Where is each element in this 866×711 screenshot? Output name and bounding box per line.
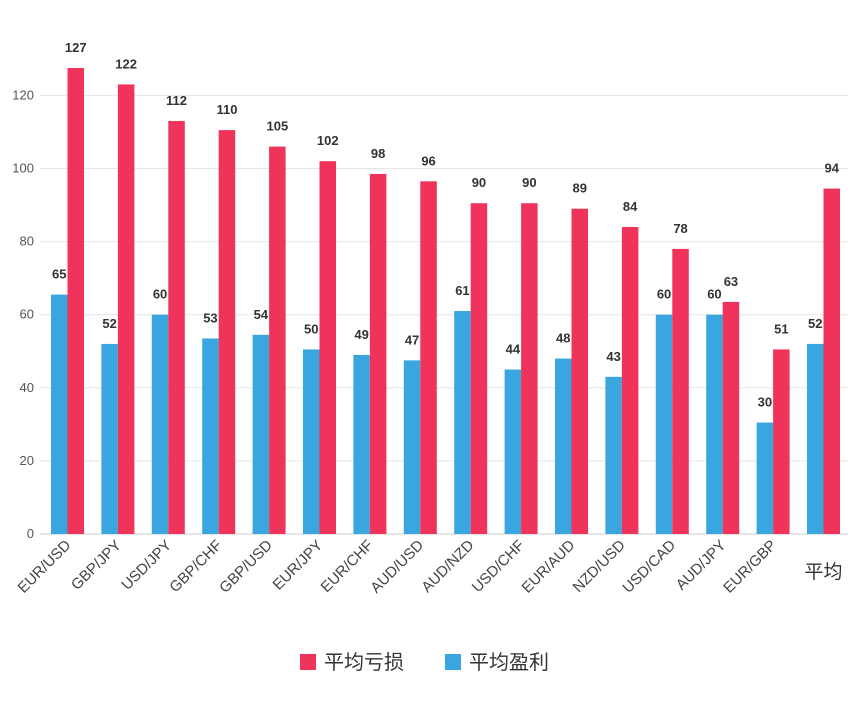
y-tick-label: 100 (12, 161, 34, 176)
data-label-win: 44 (506, 342, 521, 357)
bar-win[interactable] (303, 349, 320, 534)
data-labels: 65 127 52 122 60 112 53 110 54 105 50 102 49 98 47 96 61… (52, 40, 840, 410)
data-label-win: 61 (455, 283, 469, 298)
bar-loss[interactable] (269, 146, 286, 534)
legend[interactable]: 平均亏损 平均盈利 (300, 650, 549, 674)
x-category-label: USD/CAD (619, 537, 679, 597)
data-label-loss: 112 (166, 93, 187, 108)
data-label-loss: 122 (115, 56, 137, 71)
data-label-loss: 90 (472, 175, 486, 190)
data-label-win: 54 (254, 307, 269, 322)
bar-loss[interactable] (168, 120, 185, 535)
data-label-loss: 102 (317, 133, 339, 148)
data-label-win: 52 (102, 316, 116, 331)
bar-loss[interactable] (521, 203, 538, 534)
bar-win[interactable] (807, 343, 824, 534)
data-label-loss: 63 (724, 274, 738, 289)
legend-label[interactable]: 平均亏损 (324, 650, 404, 674)
data-label-loss: 105 (266, 119, 288, 134)
bar-win[interactable] (51, 294, 68, 534)
data-label-win: 60 (153, 287, 167, 302)
y-axis-ticks: 0 20 40 60 80 100 120 (12, 87, 34, 541)
bar-loss[interactable] (773, 349, 790, 534)
data-label-loss: 84 (623, 199, 638, 214)
bar-loss[interactable] (823, 188, 841, 535)
legend-label[interactable]: 平均盈利 (469, 650, 549, 674)
data-label-loss: 96 (421, 153, 435, 168)
bar-loss[interactable] (67, 67, 85, 535)
data-label-win: 47 (405, 332, 419, 347)
data-label-loss: 51 (774, 321, 788, 336)
y-tick-label: 60 (20, 307, 34, 322)
x-category-label: AUD/NZD (418, 537, 477, 596)
data-label-win: 48 (556, 331, 570, 346)
data-label-loss: 127 (65, 40, 87, 55)
data-label-win: 65 (52, 267, 66, 282)
bar-loss[interactable] (621, 226, 639, 535)
data-label-win: 60 (657, 287, 671, 302)
bar-win[interactable] (454, 311, 471, 534)
data-label-win: 53 (203, 310, 217, 325)
data-label-win: 52 (808, 316, 822, 331)
x-category-label: GBP/USD (216, 537, 276, 597)
bar-win[interactable] (202, 338, 219, 534)
bar-win[interactable] (403, 360, 421, 534)
y-tick-label: 20 (20, 453, 34, 468)
bar-win[interactable] (605, 376, 622, 534)
legend-swatch[interactable] (300, 654, 316, 670)
bar-series (51, 67, 841, 535)
bar-loss[interactable] (369, 173, 387, 535)
bar-win[interactable] (706, 314, 723, 534)
x-category-label: NZD/USD (570, 537, 629, 596)
bar-win[interactable] (655, 314, 673, 534)
legend-swatch[interactable] (445, 654, 461, 670)
bar-loss[interactable] (420, 181, 437, 535)
bar-win[interactable] (151, 314, 169, 534)
y-tick-label: 40 (20, 380, 34, 395)
bar-loss[interactable] (722, 301, 740, 534)
bar-win[interactable] (756, 422, 774, 534)
data-label-loss: 89 (573, 181, 587, 196)
bar-loss[interactable] (319, 161, 337, 534)
y-tick-label: 80 (20, 234, 34, 249)
x-category-label: EUR/AUD (519, 537, 579, 597)
data-label-win: 50 (304, 321, 318, 336)
data-label-win: 30 (758, 395, 772, 410)
y-tick-label: 120 (12, 87, 34, 102)
x-category-label: EUR/GBP (720, 537, 780, 597)
data-label-loss: 94 (825, 161, 840, 176)
bar-win[interactable] (555, 358, 572, 534)
x-category-label: GBP/JPY (68, 537, 125, 594)
y-tick-label: 0 (27, 526, 34, 541)
x-category-label: GBP/CHF (166, 537, 225, 596)
data-label-loss: 98 (371, 146, 385, 161)
bar-loss[interactable] (117, 84, 135, 534)
bar-win[interactable] (252, 334, 270, 534)
x-category-label: EUR/USD (15, 537, 75, 597)
data-label-win: 43 (606, 349, 620, 364)
x-category-label: USD/CHF (469, 537, 528, 596)
x-category-label: 平均 (804, 561, 842, 583)
bar-win[interactable] (353, 354, 370, 534)
data-label-loss: 78 (673, 221, 687, 236)
data-label-loss: 90 (522, 175, 536, 190)
x-category-label: EUR/CHF (318, 537, 377, 596)
data-label-loss: 110 (216, 102, 237, 117)
data-label-win: 49 (354, 327, 368, 342)
bar-loss[interactable] (218, 130, 236, 534)
bar-loss[interactable] (571, 208, 589, 534)
bar-win[interactable] (101, 343, 118, 534)
x-category-label: AUD/USD (367, 537, 427, 597)
bar-loss[interactable] (672, 248, 689, 534)
bar-win[interactable] (504, 369, 522, 534)
data-label-win: 60 (707, 287, 721, 302)
bar-loss[interactable] (470, 203, 488, 534)
x-axis-categories: EUR/USDGBP/JPYUSD/JPYGBP/CHFGBP/USDEUR/J… (15, 537, 843, 597)
